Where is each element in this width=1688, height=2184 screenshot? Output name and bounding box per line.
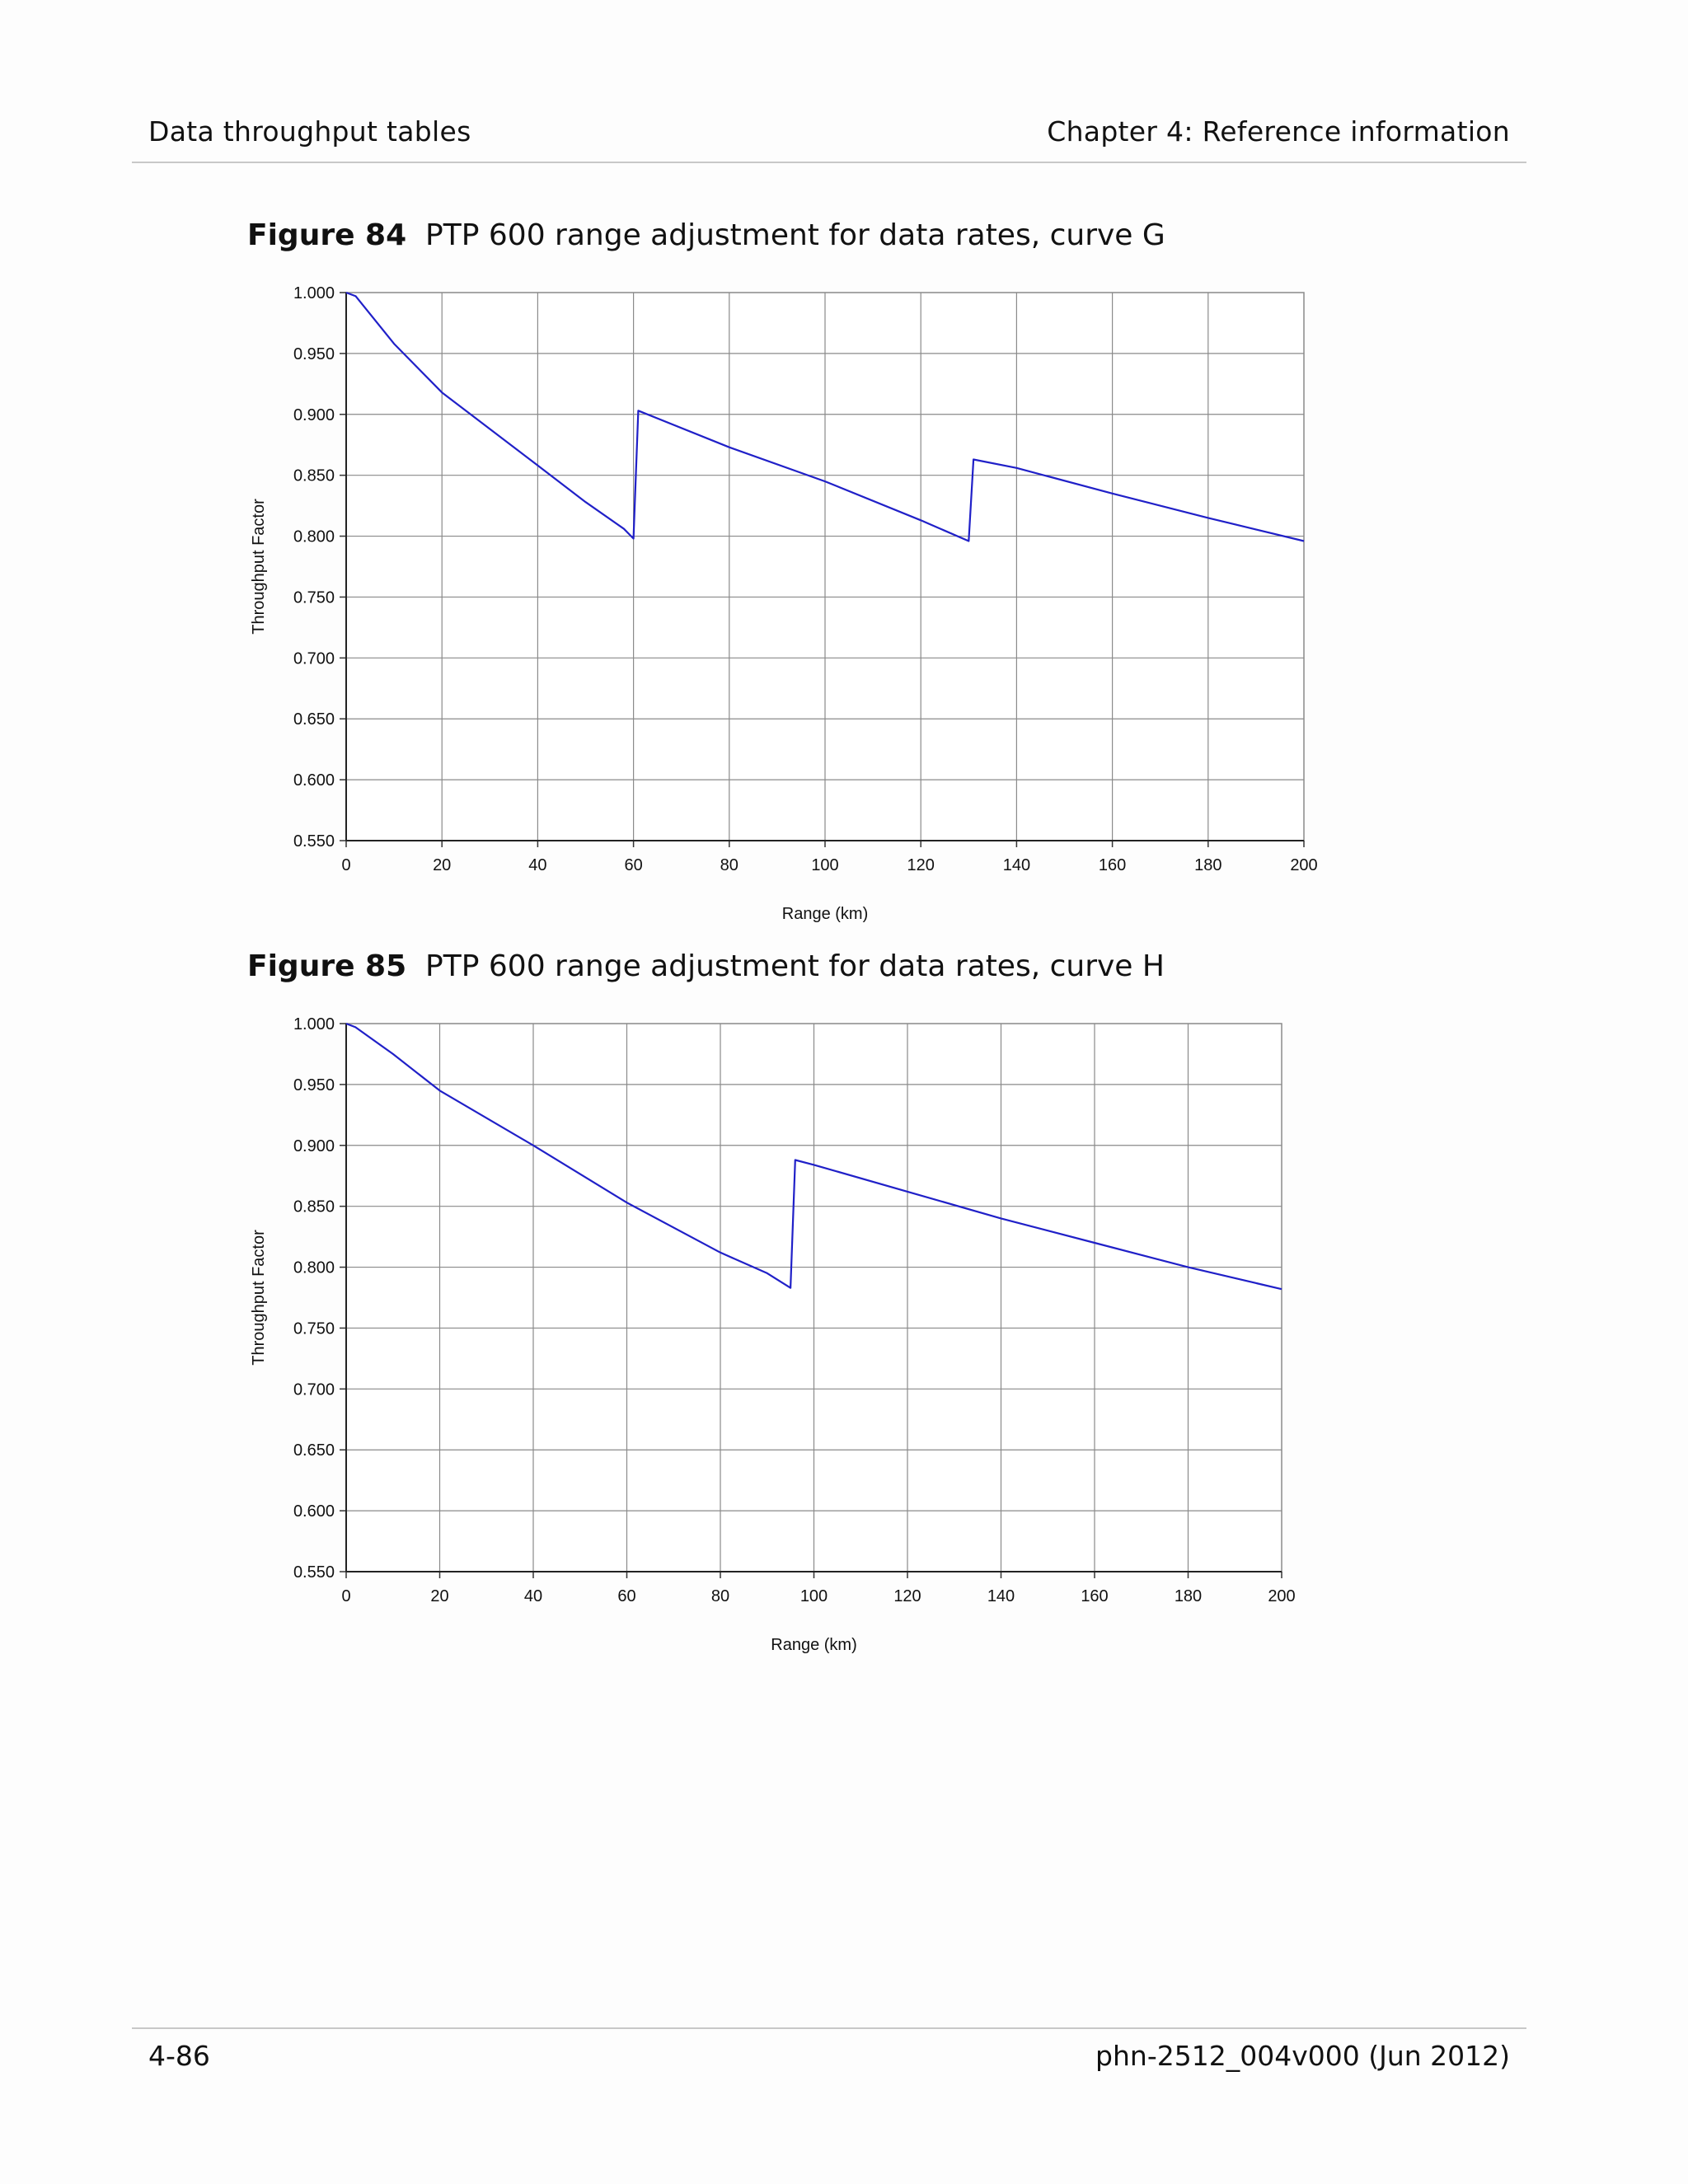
y-tick-label: 0.550 xyxy=(293,1563,335,1582)
x-tick-label: 140 xyxy=(987,1587,1015,1605)
x-tick-label: 60 xyxy=(624,856,642,874)
x-tick-label: 20 xyxy=(433,856,451,874)
x-tick-label: 0 xyxy=(341,1587,350,1605)
figure-title: PTP 600 range adjustment for data rates,… xyxy=(425,949,1165,983)
document-id: phn-2512_004v000 (Jun 2012) xyxy=(1095,2040,1510,2072)
x-tick-label: 40 xyxy=(528,856,546,874)
x-tick-label: 20 xyxy=(430,1587,448,1605)
series-line xyxy=(345,291,1305,542)
header-rule xyxy=(132,162,1526,163)
figure-number: Figure 84 xyxy=(247,218,407,252)
y-tick-label: 0.550 xyxy=(293,832,335,851)
x-tick-label: 140 xyxy=(1003,856,1030,874)
figure-84-chart: 0 20 40 60 80 100 120 140 160 180 200 0.550 0.600 0.6… xyxy=(239,276,1352,985)
y-tick-label: 0.900 xyxy=(293,1137,335,1155)
y-tick-label: 1.000 xyxy=(293,284,335,302)
y-tick-label: 0.850 xyxy=(293,467,335,485)
chart-svg: 0 20 40 60 80 100 120 140 160 180 200 0.550 0.600 0.6… xyxy=(250,1015,1296,1654)
x-tick-label: 160 xyxy=(1081,1587,1108,1605)
x-tick-label: 120 xyxy=(893,1587,921,1605)
y-tick-label: 1.000 xyxy=(293,1015,335,1033)
y-axis-label: Throughput Factor xyxy=(250,499,268,635)
y-tick-label: 0.750 xyxy=(293,588,335,607)
y-tick-label: 0.650 xyxy=(293,710,335,729)
y-tick-label: 0.700 xyxy=(293,1380,335,1399)
x-tick-label: 200 xyxy=(1268,1587,1295,1605)
y-tick-label: 0.850 xyxy=(293,1198,335,1216)
y-tick-label: 0.800 xyxy=(293,1259,335,1277)
figure-title: PTP 600 range adjustment for data rates,… xyxy=(425,218,1165,252)
x-tick-label: 180 xyxy=(1194,856,1221,874)
figure-85-chart: 0 20 40 60 80 100 120 140 160 180 200 0.550 0.600 0.6… xyxy=(239,1007,1352,1716)
x-axis-label: Range (km) xyxy=(771,1636,856,1654)
x-tick-label: 160 xyxy=(1099,856,1126,874)
page-header-section: Data throughput tables xyxy=(148,115,471,148)
series-line xyxy=(345,1022,1282,1291)
x-tick-label: 100 xyxy=(811,856,838,874)
y-tick-label: 0.600 xyxy=(293,1502,335,1521)
chart-svg: 0 20 40 60 80 100 120 140 160 180 200 0.550 0.600 0.6… xyxy=(250,284,1318,923)
figure-85-caption: Figure 85 PTP 600 range adjustment for d… xyxy=(247,949,1165,983)
x-tick-label: 40 xyxy=(524,1587,542,1605)
x-tick-label: 120 xyxy=(907,856,935,874)
page-number: 4-86 xyxy=(148,2040,210,2072)
figure-84-caption: Figure 84 PTP 600 range adjustment for d… xyxy=(247,218,1165,252)
y-tick-label: 0.950 xyxy=(293,1076,335,1094)
x-tick-label: 100 xyxy=(800,1587,828,1605)
x-tick-label: 200 xyxy=(1290,856,1317,874)
y-tick-label: 0.900 xyxy=(293,406,335,424)
figure-number: Figure 85 xyxy=(247,949,407,983)
y-tick-label: 0.600 xyxy=(293,771,335,790)
x-tick-label: 80 xyxy=(720,856,738,874)
x-tick-label: 60 xyxy=(617,1587,635,1605)
x-axis-label: Range (km) xyxy=(782,905,868,923)
x-tick-label: 80 xyxy=(711,1587,729,1605)
y-axis-label: Throughput Factor xyxy=(250,1230,268,1366)
y-tick-label: 0.750 xyxy=(293,1319,335,1338)
x-tick-label: 0 xyxy=(341,856,350,874)
y-tick-label: 0.950 xyxy=(293,345,335,363)
footer-rule xyxy=(132,2027,1526,2029)
y-tick-label: 0.650 xyxy=(293,1441,335,1460)
x-tick-label: 180 xyxy=(1175,1587,1202,1605)
y-tick-label: 0.700 xyxy=(293,649,335,668)
y-tick-label: 0.800 xyxy=(293,528,335,546)
page-header-chapter: Chapter 4: Reference information xyxy=(1047,115,1510,148)
